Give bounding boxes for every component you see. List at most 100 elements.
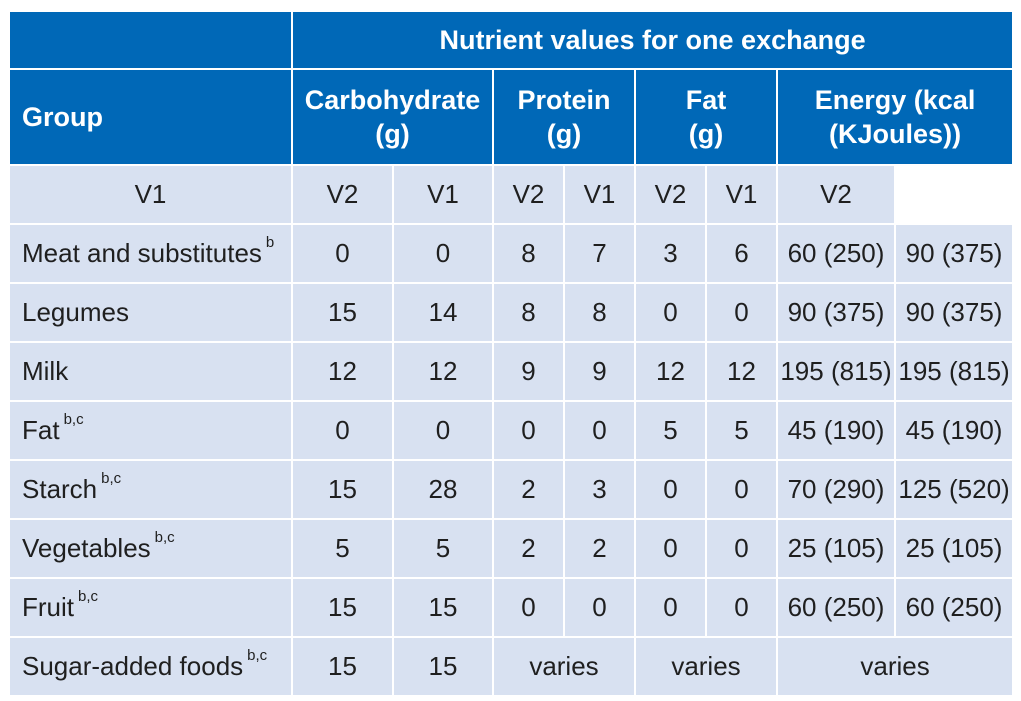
value-cell: 0 — [634, 459, 707, 520]
empty-header-cell — [8, 10, 293, 70]
value-cell: 14 — [392, 282, 494, 343]
value-cell: 2 — [492, 518, 565, 579]
value-cell: 0 — [634, 518, 707, 579]
footnote-marker: b,c — [78, 588, 99, 605]
exchange-table: Nutrient values for one exchange Group C… — [8, 10, 1015, 697]
value-cell: 0 — [705, 282, 778, 343]
value-cell: 9 — [563, 341, 636, 402]
group-header: Group — [8, 68, 293, 166]
value-cell: 12 — [634, 341, 707, 402]
table-container: Nutrient values for one exchange Group C… — [8, 10, 1015, 697]
value-cell: 15 — [291, 636, 394, 697]
value-cell: 2 — [492, 459, 565, 520]
group-name: Fat — [22, 415, 60, 445]
value-cell: 15 — [392, 636, 494, 697]
group-name: Legumes — [22, 297, 129, 327]
value-cell: 0 — [492, 400, 565, 461]
value-cell: varies — [775, 636, 1015, 697]
value-cell: 0 — [634, 282, 707, 343]
protein-header: Protein (g) — [492, 68, 636, 166]
footnote-marker: b,c — [63, 411, 84, 428]
energy-header: Energy (kcal (KJoules)) — [775, 68, 1015, 166]
value-cell: 60 (250) — [776, 577, 896, 638]
group-name: Fruit — [22, 592, 74, 622]
footnote-marker: b,c — [154, 529, 175, 546]
value-cell: 5 — [705, 400, 778, 461]
group-cell: Fat b,c — [8, 400, 293, 461]
value-cell: 60 (250) — [893, 577, 1015, 638]
value-cell: 45 (190) — [893, 400, 1015, 461]
value-cell: 90 (375) — [893, 282, 1015, 343]
version-cell: V2 — [492, 164, 565, 225]
carbohydrate-header: Carbohydrate (g) — [291, 68, 494, 166]
value-cell: 195 (815) — [776, 341, 896, 402]
super-header-row: Nutrient values for one exchange — [8, 10, 1015, 70]
value-cell: 45 (190) — [776, 400, 896, 461]
value-cell: 25 (105) — [893, 518, 1015, 579]
footnote-marker: b,c — [247, 647, 268, 664]
group-cell: Meat and substitutes b — [8, 223, 293, 284]
value-cell: 0 — [634, 577, 707, 638]
value-cell: 2 — [563, 518, 636, 579]
value-cell: 3 — [563, 459, 636, 520]
group-header-label: Group — [22, 102, 103, 132]
value-cell: 5 — [392, 518, 494, 579]
group-name: Starch — [22, 474, 98, 504]
group-name: Milk — [22, 356, 69, 386]
table-row: Fat b,c 0 0 0 0 5 5 45 (190) 45 (190) — [8, 400, 1015, 461]
table-row: Legumes 15 14 8 8 0 0 90 (375) 90 (375) — [8, 282, 1015, 343]
fat-header: Fat (g) — [634, 68, 778, 166]
value-cell: 15 — [291, 459, 394, 520]
group-cell: Starch b,c — [8, 459, 293, 520]
value-cell: 125 (520) — [893, 459, 1015, 520]
value-cell: 12 — [705, 341, 778, 402]
value-cell: 0 — [392, 223, 494, 284]
value-cell: 7 — [563, 223, 636, 284]
value-cell: 195 (815) — [893, 341, 1015, 402]
value-cell: 0 — [563, 400, 636, 461]
table-row: Fruit b,c 15 15 0 0 0 0 60 (250) 60 (250) — [8, 577, 1015, 638]
value-cell: 15 — [392, 577, 494, 638]
value-cell: 60 (250) — [776, 223, 896, 284]
value-cell: 15 — [291, 282, 394, 343]
value-cell: 0 — [705, 459, 778, 520]
table-row: Vegetables b,c 5 5 2 2 0 0 25 (105) 25 (105) — [8, 518, 1015, 579]
table-row: Meat and substitutes b 0 0 8 7 3 6 60 (250) 90 (3… — [8, 223, 1015, 284]
footnote-marker: b — [265, 234, 275, 251]
value-cell: 0 — [291, 400, 394, 461]
value-cell: 5 — [634, 400, 707, 461]
value-cell: 8 — [563, 282, 636, 343]
version-cell: V2 — [291, 164, 394, 225]
value-cell: 3 — [634, 223, 707, 284]
value-cell: 90 (375) — [776, 282, 896, 343]
group-name: Vegetables — [22, 533, 151, 563]
value-cell: 15 — [291, 577, 394, 638]
value-cell: 8 — [492, 282, 565, 343]
value-cell: 0 — [492, 577, 565, 638]
version-cell: V2 — [634, 164, 707, 225]
value-cell: varies — [492, 636, 636, 697]
value-cell: 0 — [705, 577, 778, 638]
footnote-marker: b,c — [101, 470, 122, 487]
group-cell: Vegetables b,c — [8, 518, 293, 579]
table-row: Sugar-added foods b,c 15 15 varies varies vari… — [8, 636, 1015, 697]
value-cell: 12 — [392, 341, 494, 402]
value-cell: 6 — [705, 223, 778, 284]
version-cell: V1 — [705, 164, 778, 225]
value-cell: 70 (290) — [776, 459, 896, 520]
value-cell: 12 — [291, 341, 394, 402]
version-cell: V2 — [776, 164, 896, 225]
table-row: Milk 12 12 9 9 12 12 195 (815) 195 (815) — [8, 341, 1015, 402]
value-cell: 90 (375) — [893, 223, 1015, 284]
version-cell: V1 — [8, 164, 293, 225]
value-cell: 0 — [291, 223, 394, 284]
table-row: Starch b,c 15 28 2 3 0 0 70 (290) 125 (520) — [8, 459, 1015, 520]
group-cell: Milk — [8, 341, 293, 402]
value-cell: 0 — [392, 400, 494, 461]
super-header: Nutrient values for one exchange — [290, 10, 1015, 70]
value-cell: 5 — [291, 518, 394, 579]
value-cell: 8 — [492, 223, 565, 284]
value-cell: varies — [634, 636, 778, 697]
group-name: Meat and substitutes — [22, 238, 262, 268]
version-row: V1 V2 V1 V2 V1 V2 V1 V2 — [8, 164, 1013, 225]
